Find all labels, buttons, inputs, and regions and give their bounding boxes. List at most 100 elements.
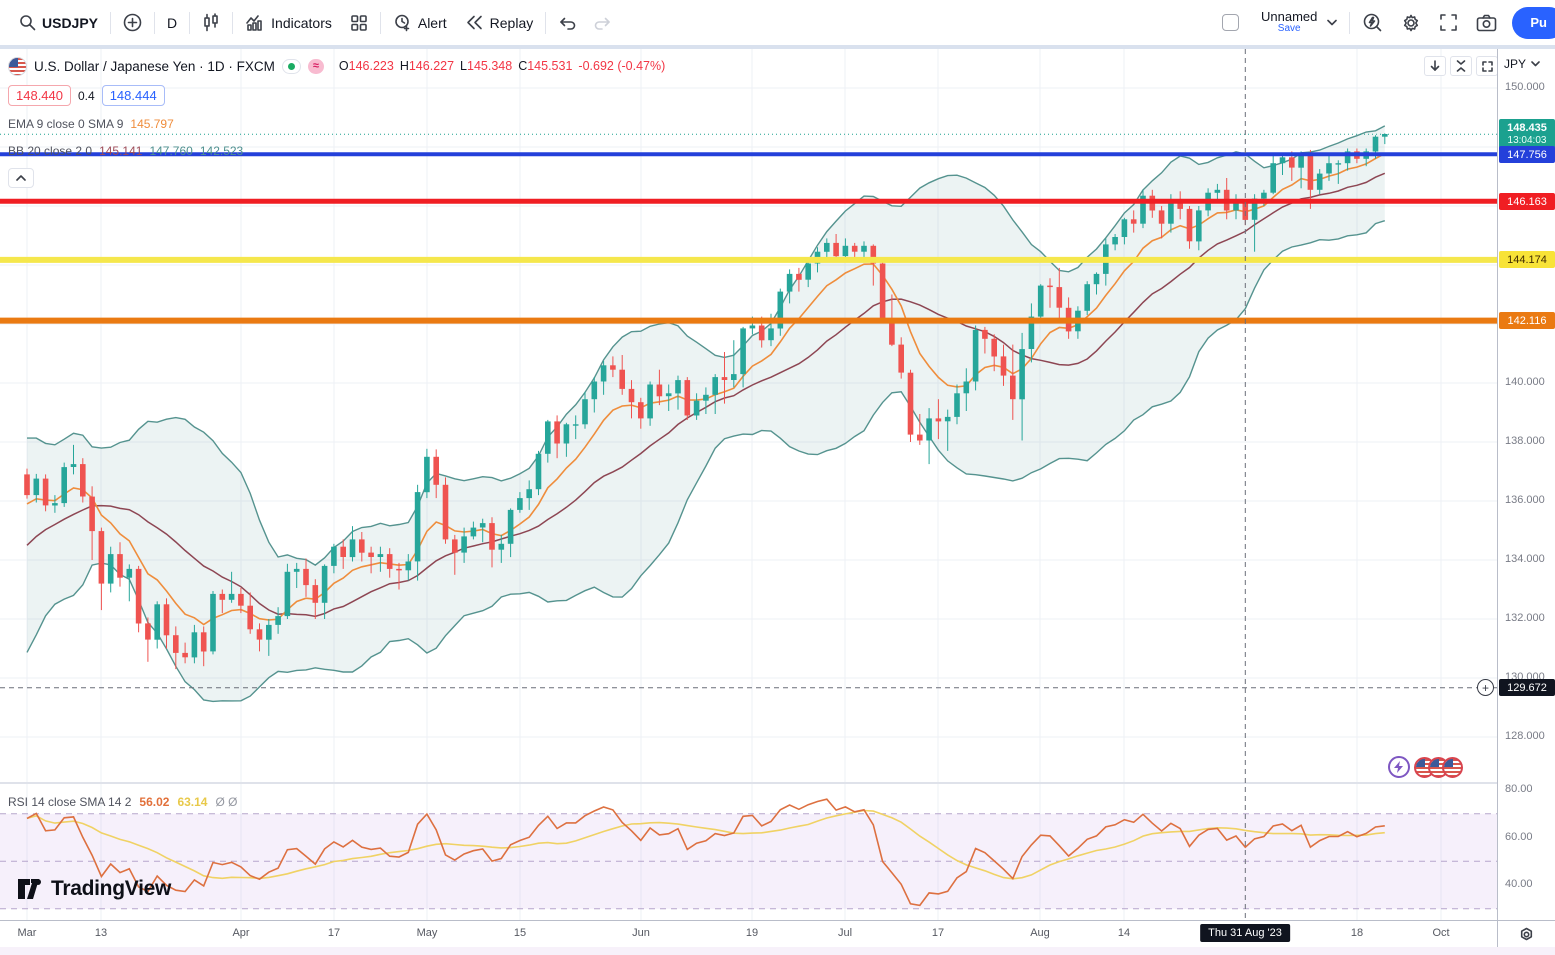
indicator-templates-button[interactable]: [341, 6, 377, 40]
fullscreen-button[interactable]: [1430, 6, 1467, 40]
time-tick: Oct: [1432, 927, 1450, 939]
camera-icon: [1477, 14, 1497, 31]
rsi-sma-value: 63.14: [177, 795, 208, 809]
delayed-data-icon[interactable]: ≈: [307, 58, 324, 74]
economic-events[interactable]: [1388, 756, 1463, 778]
time-tick: 14: [1117, 927, 1131, 939]
spread-value: 0.4: [78, 88, 95, 103]
interval-label: D: [167, 14, 178, 31]
price-axis[interactable]: JPY 150.000 140.000 138.000 136.000 134.000 1…: [1477, 49, 1555, 920]
legend-collapse-button[interactable]: [8, 168, 34, 188]
arrow-down-icon: [1430, 60, 1440, 71]
currency-selector[interactable]: JPY: [1504, 57, 1540, 71]
symbol-flag-icon: [8, 56, 27, 76]
chart-region: U.S. Dollar / Japanese Yen · 1D · FXCM ≈…: [0, 49, 1555, 947]
maximize-pane-button[interactable]: [1476, 56, 1498, 76]
time-tick: Jul: [837, 927, 853, 939]
price-tick: 128.000: [1505, 730, 1545, 742]
close-value: 145.531: [527, 59, 573, 73]
chevron-up-icon: [16, 175, 26, 181]
symbol-title[interactable]: U.S. Dollar / Japanese Yen · 1D · FXCM: [34, 58, 275, 74]
chart-style-button[interactable]: [193, 6, 229, 40]
rsi-value: 56.02: [139, 795, 170, 809]
indicators-label: Indicators: [271, 14, 332, 31]
price-tick: 132.000: [1505, 612, 1545, 624]
sell-price-button[interactable]: 148.440: [8, 85, 71, 106]
redo-button[interactable]: [585, 6, 621, 40]
price-tick: 134.000: [1505, 553, 1545, 565]
symbol-label: USDJPY: [42, 14, 99, 31]
chevron-down-icon: [1531, 61, 1540, 67]
market-open-dot-icon: [281, 58, 301, 74]
tradingview-logo[interactable]: TradingView: [18, 877, 171, 901]
undo-icon: [560, 17, 576, 30]
interval-button[interactable]: D: [158, 6, 186, 40]
ema-indicator-row[interactable]: EMA 9 close 0 SMA 9 145.797: [8, 115, 665, 133]
rsi-hidden-values: Ø Ø: [215, 795, 238, 809]
current-price-label[interactable]: 148.435 13:04:03: [1499, 119, 1555, 149]
time-tick: Mar: [17, 927, 37, 939]
publish-button[interactable]: Pu: [1512, 6, 1555, 39]
us-flag-events-icons[interactable]: [1414, 756, 1463, 778]
rsi-tick: 60.00: [1505, 831, 1533, 843]
price-tick: 140.000: [1505, 376, 1545, 388]
bar-countdown: 13:04:03: [1507, 134, 1547, 146]
bb-indicator-row[interactable]: BB 20 close 2 0 145.141 147.760 142.523: [8, 142, 665, 160]
chart-legend: U.S. Dollar / Japanese Yen · 1D · FXCM ≈…: [8, 55, 665, 188]
ema-value: 145.797: [130, 117, 174, 131]
level-price-label[interactable]: 146.163: [1499, 193, 1555, 210]
rsi-indicator-row[interactable]: RSI 14 close SMA 14 2 56.02 63.14 Ø Ø: [8, 795, 237, 809]
replay-icon: [466, 15, 482, 30]
tradingview-logo-text: TradingView: [51, 877, 172, 900]
settings-button[interactable]: [1392, 6, 1430, 40]
tradingview-logo-icon: [18, 879, 41, 899]
gear-icon: [1404, 14, 1419, 31]
buy-price-button[interactable]: 148.444: [101, 85, 165, 106]
ema-title: EMA 9 close 0 SMA 9: [8, 117, 124, 131]
window-bottom-strip: [0, 947, 1555, 955]
save-label[interactable]: Save: [1277, 23, 1301, 35]
layout-checkbox[interactable]: [1213, 6, 1248, 40]
price-tick: 150.000: [1505, 81, 1545, 93]
rsi-tick: 80.00: [1505, 783, 1533, 795]
level-price-label[interactable]: 142.116: [1499, 312, 1555, 329]
top-toolbar: USDJPY D Indicators: [0, 0, 1555, 45]
time-tick: Aug: [1030, 927, 1050, 939]
undo-button[interactable]: [549, 6, 585, 40]
level-price-label[interactable]: 147.756: [1499, 146, 1555, 163]
bb-upper-value: 147.760: [149, 144, 193, 158]
collapse-pane-button[interactable]: [1450, 56, 1472, 76]
add-order-plus-icon[interactable]: +: [1477, 679, 1494, 696]
time-axis[interactable]: Mar 13 Apr 17 May 15 Jun 19 Jul 17 Aug 14 18 Oct Thu 3…: [0, 920, 1497, 947]
time-axis-settings[interactable]: [1497, 920, 1555, 947]
nut-settings-icon: [1520, 927, 1533, 940]
price-chart-canvas[interactable]: [0, 49, 1497, 920]
layout-menu[interactable]: Unnamed Save: [1248, 6, 1346, 40]
time-tick: Jun: [632, 927, 650, 939]
time-tick: May: [416, 927, 438, 939]
low-value: 145.348: [467, 59, 513, 73]
lightning-event-icon[interactable]: [1388, 756, 1410, 778]
redo-icon: [594, 17, 611, 30]
layout-name-label: Unnamed: [1261, 9, 1318, 25]
time-tick: Apr: [232, 927, 250, 939]
scroll-down-button[interactable]: [1424, 56, 1446, 76]
alert-button[interactable]: Alert: [384, 6, 456, 40]
rsi-title: RSI 14 close SMA 14 2: [8, 795, 132, 809]
crosshair-price-label: 129.672: [1499, 679, 1555, 696]
screenshot-button[interactable]: [1467, 6, 1506, 40]
time-tick: 18: [1350, 927, 1364, 939]
maximize-icon: [1481, 60, 1493, 72]
symbol-search-button[interactable]: USDJPY: [10, 6, 107, 40]
change-value: -0.692 (-0.47%): [578, 59, 666, 73]
bb-basis-value: 145.141: [99, 144, 143, 158]
indicators-button[interactable]: Indicators: [236, 6, 341, 40]
level-price-label[interactable]: 144.174: [1499, 251, 1555, 268]
quick-search-button[interactable]: [1353, 6, 1392, 40]
search-icon: [20, 15, 36, 31]
high-value: 146.227: [408, 59, 455, 73]
time-tick: 17: [327, 927, 341, 939]
compare-add-button[interactable]: [114, 6, 151, 40]
replay-button[interactable]: Replay: [456, 6, 543, 40]
toolbar-right: Unnamed Save Pu: [1213, 0, 1555, 45]
